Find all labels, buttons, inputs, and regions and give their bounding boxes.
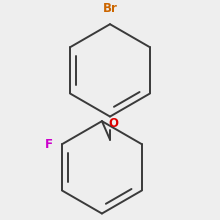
Text: F: F <box>45 138 53 151</box>
Text: O: O <box>108 117 118 130</box>
Text: Br: Br <box>103 2 117 15</box>
